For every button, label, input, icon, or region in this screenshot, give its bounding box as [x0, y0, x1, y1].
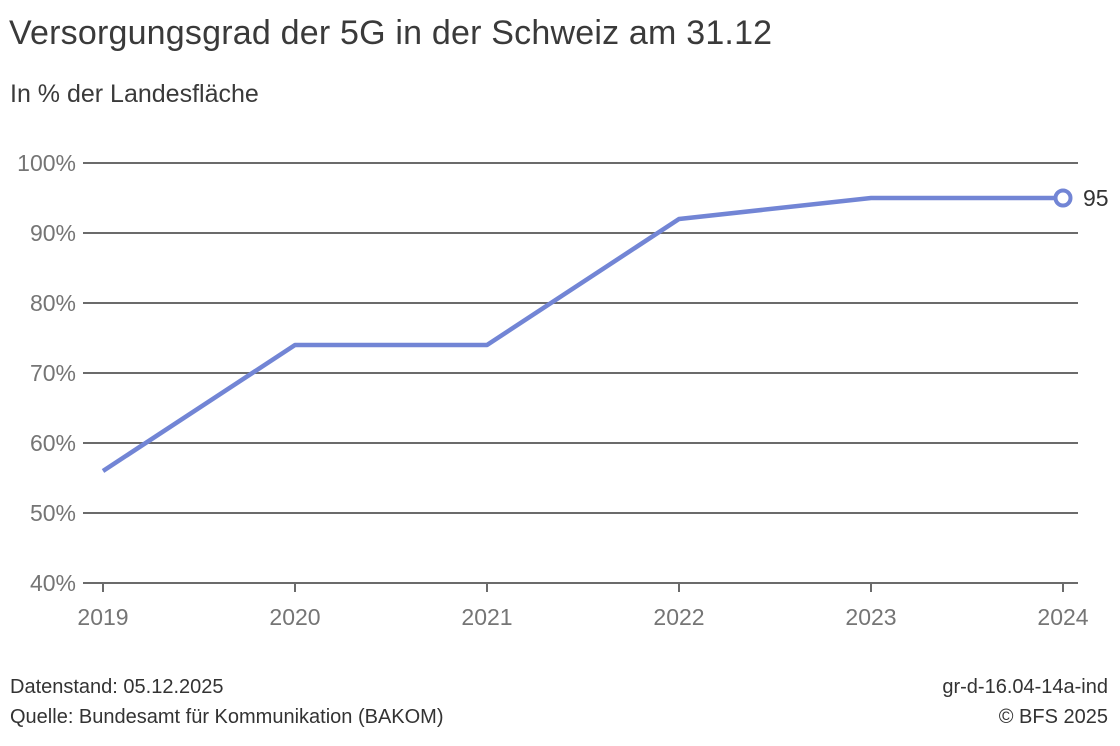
footer-copyright: © BFS 2025: [998, 706, 1108, 728]
footer-left: Datenstand: 05.12.2025 Quelle: Bundesamt…: [10, 672, 444, 732]
x-tick-label: 2022: [653, 604, 704, 630]
x-tick-label: 2020: [269, 604, 320, 630]
footer-quelle: Quelle: Bundesamt für Kommunikation (BAK…: [10, 706, 444, 728]
y-tick-label: 90%: [30, 220, 76, 246]
y-tick-label: 80%: [30, 290, 76, 316]
footer-datenstand: Datenstand: 05.12.2025: [10, 676, 224, 698]
x-tick-label: 2023: [845, 604, 896, 630]
end-value-label: 95: [1083, 185, 1109, 211]
footer-right: gr-d-16.04-14a-ind © BFS 2025: [942, 672, 1108, 732]
chart-title: Versorgungsgrad der 5G in der Schweiz am…: [9, 14, 773, 52]
x-tick-label: 2024: [1037, 604, 1088, 630]
chart-subtitle: In % der Landesfläche: [10, 80, 259, 108]
x-tick-label: 2021: [461, 604, 512, 630]
y-tick-label: 70%: [30, 360, 76, 386]
y-tick-label: 60%: [30, 430, 76, 456]
y-tick-label: 100%: [17, 150, 76, 176]
y-tick-label: 50%: [30, 500, 76, 526]
series-line: [101, 195, 1063, 473]
y-tick-label: 40%: [30, 570, 76, 596]
footer-code: gr-d-16.04-14a-ind: [942, 676, 1108, 698]
x-tick-label: 2019: [77, 604, 128, 630]
end-marker: [1053, 188, 1073, 208]
